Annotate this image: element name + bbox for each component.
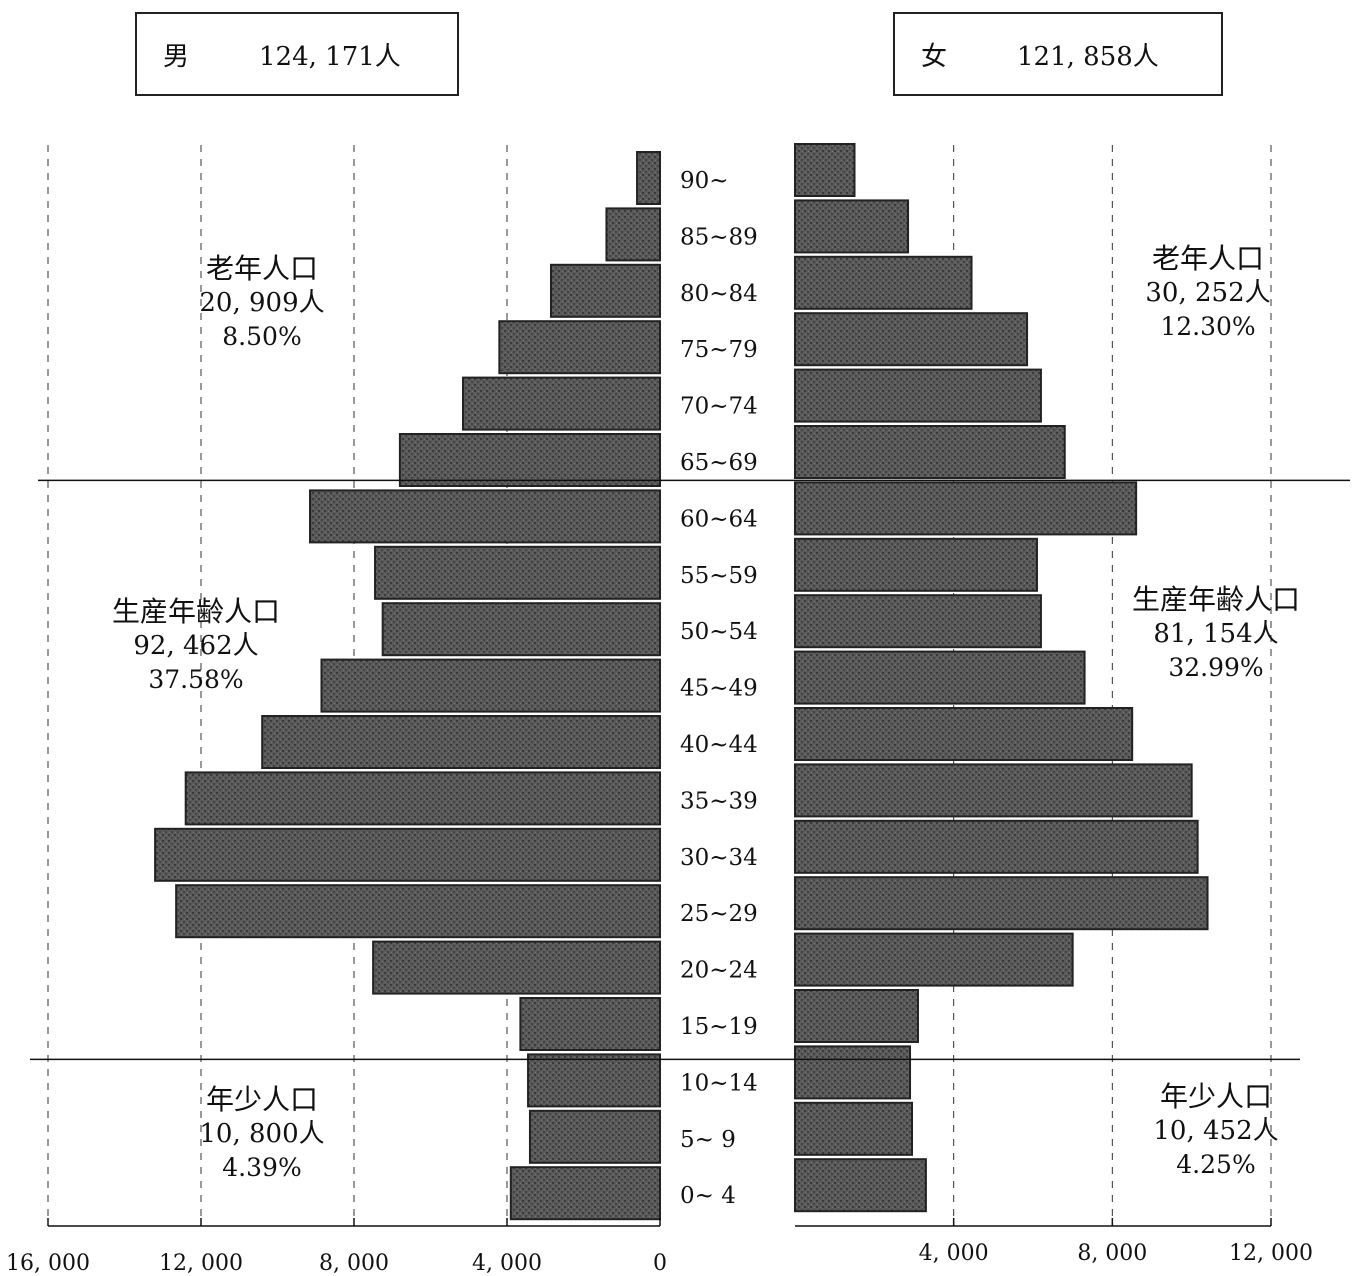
male-bar xyxy=(309,489,661,544)
female-bar xyxy=(794,368,1042,423)
female-bar xyxy=(794,312,1029,367)
group-count: 20, 909人 xyxy=(199,288,325,318)
female-bar xyxy=(794,594,1042,649)
male-bar xyxy=(381,602,661,657)
female-youth-group: 年少人口 10, 452人 4.25% xyxy=(1086,1080,1346,1182)
age-label: 35~39 xyxy=(680,788,758,814)
age-label: 70~74 xyxy=(680,394,758,420)
group-count: 30, 252人 xyxy=(1145,278,1271,308)
age-label: 10~14 xyxy=(680,1070,758,1096)
female-bar xyxy=(794,763,1193,818)
female-bar xyxy=(794,932,1074,987)
age-label: 50~54 xyxy=(680,619,758,645)
male-tick-label: 4, 000 xyxy=(472,1251,542,1276)
female-tick-label: 8, 000 xyxy=(1077,1241,1147,1266)
group-pct: 8.50% xyxy=(222,322,302,351)
age-label: 55~59 xyxy=(680,563,758,589)
female-bar xyxy=(794,819,1199,874)
male-tick-label: 0 xyxy=(653,1251,667,1276)
male-bar xyxy=(498,320,661,375)
female-total-box: 女 121, 858人 xyxy=(893,12,1223,96)
group-name: 老年人口 xyxy=(205,252,318,285)
group-count: 10, 800人 xyxy=(199,1119,325,1149)
group-pct: 4.25% xyxy=(1176,1150,1256,1179)
age-label: 90~ xyxy=(680,168,729,194)
male-bar xyxy=(261,715,661,769)
female-elderly-group: 老年人口 30, 252人 12.30% xyxy=(1078,242,1338,344)
male-bar xyxy=(154,827,661,882)
male-bar xyxy=(509,1166,662,1221)
male-working-group: 生産年齢人口 92, 462人 37.58% xyxy=(66,595,326,697)
female-bar xyxy=(794,707,1134,761)
female-bar xyxy=(794,425,1066,479)
female-tick-label: 4, 000 xyxy=(919,1241,989,1266)
female-bar xyxy=(794,876,1209,931)
group-count: 92, 462人 xyxy=(133,631,259,661)
group-pct: 4.39% xyxy=(222,1153,302,1182)
group-pct: 32.99% xyxy=(1168,653,1264,682)
female-bar xyxy=(794,143,856,197)
male-bar xyxy=(320,658,661,713)
male-tick-label: 16, 000 xyxy=(6,1251,90,1276)
group-count: 10, 452人 xyxy=(1153,1116,1279,1146)
group-count: 81, 154人 xyxy=(1153,619,1279,649)
female-bar xyxy=(794,1158,927,1213)
female-bar xyxy=(794,989,919,1043)
male-bar xyxy=(374,545,661,600)
male-bar xyxy=(528,1109,662,1164)
group-name: 年少人口 xyxy=(1159,1080,1272,1113)
group-name: 年少人口 xyxy=(205,1083,318,1116)
male-bar xyxy=(398,433,661,487)
male-tick-label: 8, 000 xyxy=(319,1251,389,1276)
group-pct: 37.58% xyxy=(148,665,244,694)
male-elderly-group: 老年人口 20, 909人 8.50% xyxy=(132,252,392,354)
age-label: 25~29 xyxy=(680,901,758,927)
female-bar xyxy=(794,255,973,310)
male-bar xyxy=(549,263,661,318)
male-total: 124, 171人 xyxy=(259,41,401,72)
female-bar xyxy=(794,481,1138,536)
age-label: 65~69 xyxy=(680,450,758,476)
age-label: 80~84 xyxy=(680,281,758,307)
age-label: 60~64 xyxy=(680,506,758,532)
female-bar xyxy=(794,650,1086,705)
male-tick-label: 12, 000 xyxy=(159,1251,243,1276)
age-label: 15~19 xyxy=(680,1014,758,1040)
male-bar xyxy=(462,376,662,431)
male-bar xyxy=(184,771,661,826)
male-bar xyxy=(372,940,661,995)
age-label: 75~79 xyxy=(680,337,758,363)
age-label: 20~24 xyxy=(680,958,758,984)
group-pct: 12.30% xyxy=(1160,312,1256,341)
group-name: 生産年齢人口 xyxy=(111,595,280,628)
age-label: 0~ 4 xyxy=(680,1183,736,1209)
male-youth-group: 年少人口 10, 800人 4.39% xyxy=(132,1083,392,1185)
female-label: 女 xyxy=(921,41,948,72)
age-label: 85~89 xyxy=(680,224,758,250)
group-name: 生産年齢人口 xyxy=(1131,583,1300,616)
female-bar xyxy=(794,199,910,254)
group-name: 老年人口 xyxy=(1151,242,1264,275)
female-bar xyxy=(794,1101,914,1156)
age-label: 30~34 xyxy=(680,845,758,871)
age-label: 45~49 xyxy=(680,676,758,702)
female-total: 121, 858人 xyxy=(1017,41,1159,72)
male-bar xyxy=(605,207,662,262)
male-bar xyxy=(527,1053,661,1108)
female-working-group: 生産年齢人口 81, 154人 32.99% xyxy=(1086,583,1346,685)
male-bar xyxy=(175,884,661,939)
female-tick-label: 12, 000 xyxy=(1229,1241,1313,1266)
male-label: 男 xyxy=(163,41,190,72)
male-total-box: 男 124, 171人 xyxy=(135,12,459,96)
male-bar xyxy=(519,997,662,1051)
female-bar xyxy=(794,1045,912,1100)
male-bar xyxy=(636,151,661,205)
age-label: 40~44 xyxy=(680,732,758,758)
age-label: 5~ 9 xyxy=(680,1127,736,1153)
female-bar xyxy=(794,537,1038,592)
